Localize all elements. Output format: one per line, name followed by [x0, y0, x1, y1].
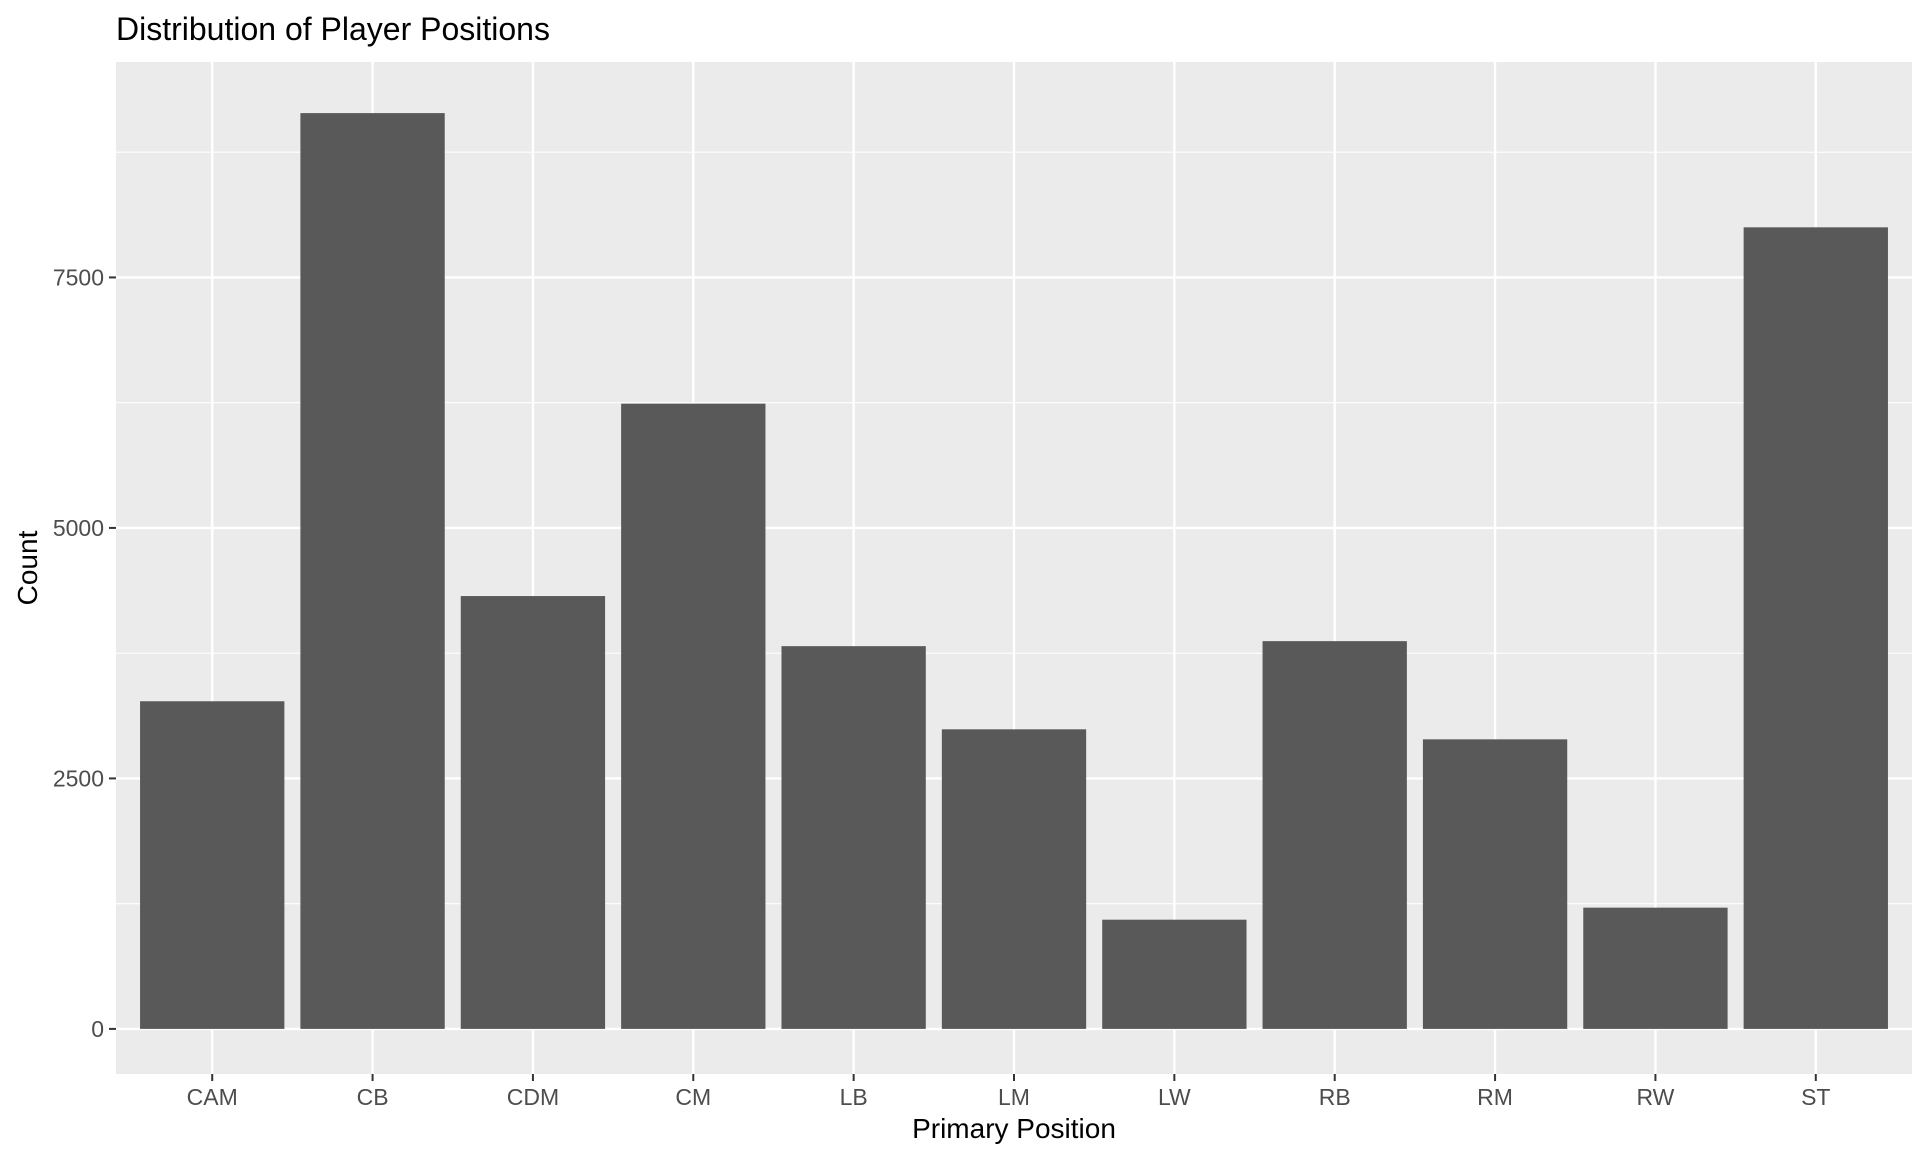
y-tick-label-1: 2500 [53, 765, 104, 791]
bar-cb [300, 113, 445, 1029]
y-tick-label-2: 5000 [53, 515, 104, 541]
chart-title: Distribution of Player Positions [116, 11, 550, 47]
x-tick-label-cm: CM [675, 1084, 711, 1110]
x-tick-label-st: ST [1801, 1084, 1830, 1110]
bars [140, 113, 1888, 1029]
bar-lb [781, 646, 926, 1029]
y-tick-label-0: 0 [91, 1016, 104, 1042]
x-axis-title: Primary Position [912, 1113, 1116, 1144]
x-tick-label-rm: RM [1477, 1084, 1513, 1110]
x-tick-label-lm: LM [998, 1084, 1030, 1110]
y-tick-label-3: 7500 [53, 264, 104, 290]
bar-rw [1583, 907, 1728, 1029]
bar-st [1743, 227, 1888, 1029]
bar-rb [1262, 641, 1407, 1029]
x-tick-label-lw: LW [1158, 1084, 1191, 1110]
bar-lm [941, 729, 1087, 1029]
x-tick-label-rw: RW [1636, 1084, 1674, 1110]
x-tick-label-cdm: CDM [507, 1084, 559, 1110]
x-tick-label-rb: RB [1319, 1084, 1351, 1110]
x-tick-label-cb: CB [357, 1084, 389, 1110]
bar-cdm [460, 596, 606, 1029]
bar-cam [140, 701, 285, 1029]
axes: 0 2500 5000 7500 CAM CB CDM CM LB LM LW RB RM RW ST [53, 264, 1831, 1110]
x-tick-label-lb: LB [840, 1084, 868, 1110]
bar-lw [1102, 919, 1247, 1029]
bar-cm [621, 403, 766, 1029]
y-axis-title: Count [12, 530, 43, 605]
x-tick-label-cam: CAM [187, 1084, 238, 1110]
bar-rm [1422, 739, 1568, 1029]
